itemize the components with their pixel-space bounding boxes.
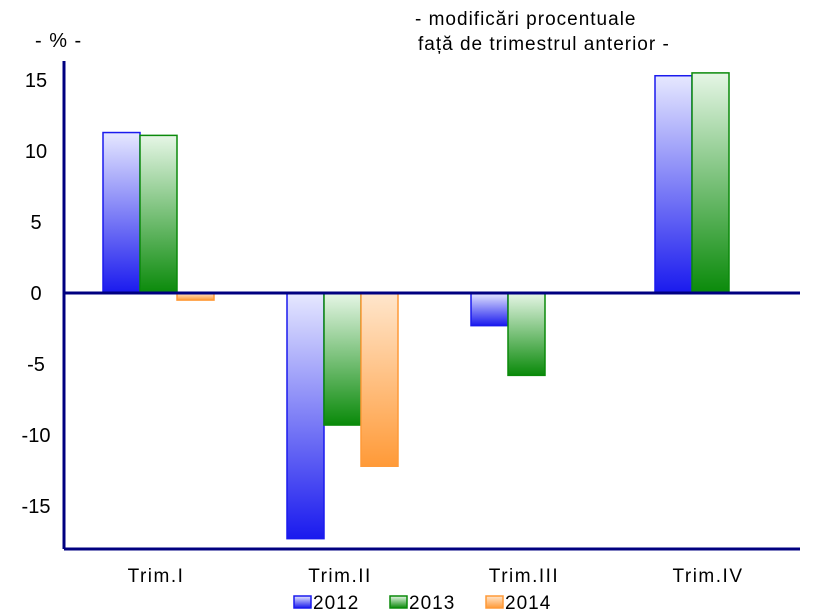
bar-2013-1 <box>139 134 178 294</box>
y-tick-label: -10 <box>22 425 51 447</box>
bar-2012-2 <box>286 292 325 540</box>
legend-swatch-2012 <box>293 595 312 609</box>
bars-layer <box>102 72 730 540</box>
ticks-layer: 15 10 5 0 -5 -10 -15 Trim.I Trim.II Trim.III Trim.… <box>22 70 743 587</box>
legend-swatch-2014 <box>485 595 504 609</box>
legend-swatch-2013 <box>389 595 408 609</box>
axes-layer <box>62 61 800 551</box>
legend-label-2012: 2012 <box>313 593 359 610</box>
x-tick-label: Trim.II <box>308 566 372 587</box>
legend-label-2013: 2013 <box>409 593 455 610</box>
bar-2014-2 <box>360 292 399 467</box>
bar-2012-1 <box>102 131 141 294</box>
legend: 2012 2013 2014 <box>293 593 551 610</box>
x-tick-label: Trim.III <box>489 566 559 587</box>
y-tick-label: -5 <box>27 354 45 376</box>
y-tick-label: 5 <box>30 212 41 234</box>
legend-label-2014: 2014 <box>505 593 551 610</box>
y-tick-label: 0 <box>30 283 41 305</box>
unit-label: - % - <box>35 30 83 52</box>
bar-2013-3 <box>507 292 546 377</box>
bar-2013-2 <box>323 292 362 426</box>
x-tick-label: Trim.I <box>128 566 185 587</box>
y-tick-label: -15 <box>22 496 51 518</box>
x-tick-label: Trim.IV <box>672 566 743 587</box>
annotation-line-2: față de trimestrul anterior - <box>418 34 670 55</box>
y-tick-label: 10 <box>25 141 47 163</box>
bar-2013-4 <box>691 72 730 294</box>
bar-2012-4 <box>654 74 693 294</box>
y-tick-label: 15 <box>25 70 47 92</box>
bar-2012-3 <box>470 292 509 327</box>
annotation-line-1: - modificări procentuale <box>415 9 637 30</box>
